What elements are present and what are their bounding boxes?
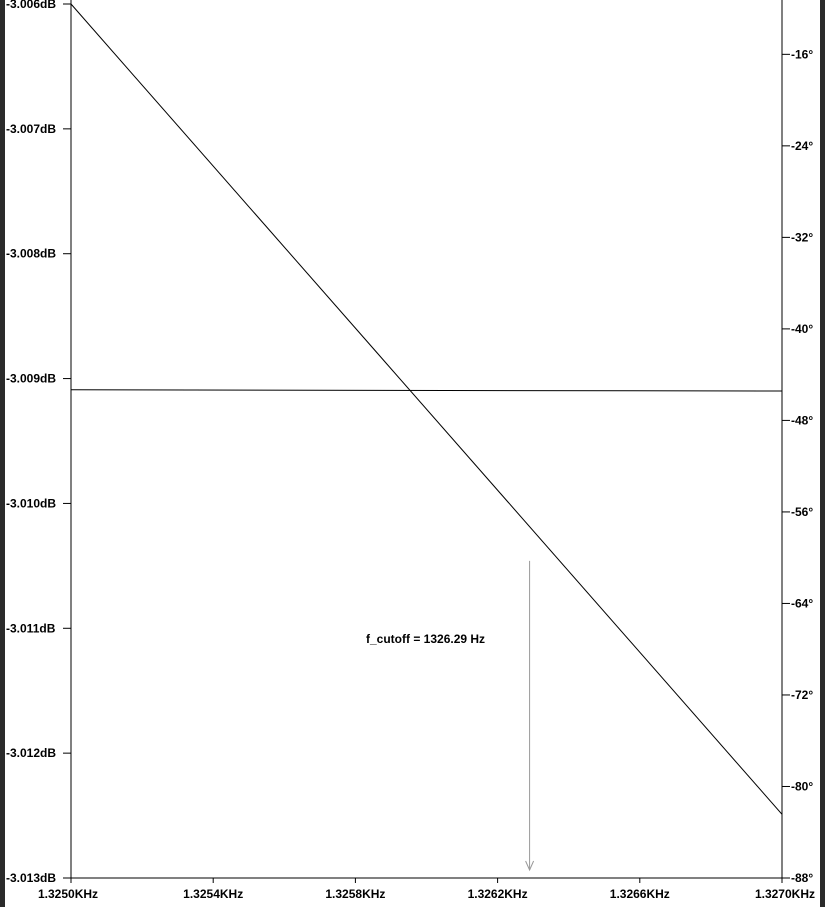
series-group	[70, 3, 783, 815]
y-left-tick-label: -3.012dB	[6, 746, 56, 760]
y-right-tick-label: -16°	[791, 47, 813, 61]
reference-line	[70, 389, 783, 392]
y-left-tick-label: -3.009dB	[6, 372, 56, 386]
y-right-tick-label: -24°	[791, 139, 813, 153]
y-right-tick-label: -32°	[791, 230, 813, 244]
y-left-tick-label: -3.010dB	[6, 496, 56, 510]
plot-frame: -3.006dB -3.007dB -3.008dB -3.009dB -3.010dB…	[5, 0, 820, 907]
y-right-tick-label: -40°	[791, 322, 813, 336]
y-right-tick-label: -64°	[791, 596, 813, 610]
x-tick-label: 1.3262KHz	[468, 887, 528, 901]
x-tick-label: 1.3258KHz	[325, 887, 385, 901]
y-left-tick-label: -3.007dB	[6, 122, 56, 136]
y-left-tick-label: -3.008dB	[6, 247, 56, 261]
y-left-tick-label: -3.011dB	[6, 621, 56, 635]
y-left-tick-label: -3.006dB	[6, 0, 56, 11]
cutoff-annotation-label: f_cutoff = 1326.29 Hz	[366, 632, 485, 646]
magnitude-line	[70, 3, 783, 815]
x-tick-label: 1.3270KHz	[755, 887, 815, 901]
x-tick-label: 1.3254KHz	[183, 887, 243, 901]
x-tick-label: 1.3266KHz	[610, 887, 670, 901]
ticks-group: -3.006dB -3.007dB -3.008dB -3.009dB -3.010dB…	[6, 0, 815, 901]
x-tick-label: 1.3250KHz	[38, 887, 98, 901]
y-right-tick-label: -80°	[791, 779, 813, 793]
axes-group	[70, 0, 783, 879]
y-left-tick-label: -3.013dB	[6, 871, 56, 885]
cutoff-arrow-head	[525, 860, 535, 872]
bode-plot-chart: -3.006dB -3.007dB -3.008dB -3.009dB -3.010dB…	[6, 0, 815, 901]
y-right-tick-label: -48°	[791, 413, 813, 427]
y-right-tick-label: -72°	[791, 688, 813, 702]
y-right-tick-label: -56°	[791, 505, 813, 519]
annotations-group: f_cutoff = 1326.29 Hz	[366, 560, 535, 872]
y-right-tick-label: -88°	[791, 871, 813, 885]
